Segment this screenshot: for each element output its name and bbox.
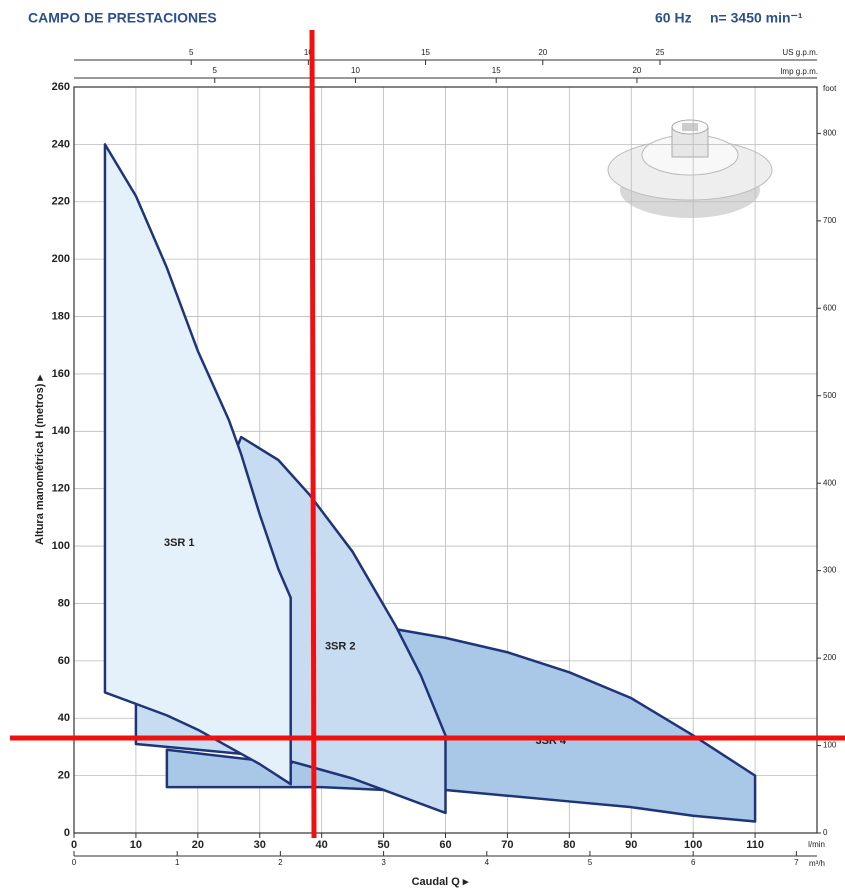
m3h-tick-label: 3 bbox=[381, 858, 386, 867]
x-tick-label: 20 bbox=[192, 839, 204, 851]
x-tick-label: 30 bbox=[254, 839, 266, 851]
x-axis-title: Caudal Q ▸ bbox=[412, 876, 469, 888]
m3h-tick-label: 5 bbox=[588, 858, 593, 867]
y2-tick-label: 800 bbox=[823, 128, 837, 137]
us-gpm-tick-label: 20 bbox=[538, 48, 547, 57]
y2-tick-label: 500 bbox=[823, 391, 837, 400]
region bbox=[103, 143, 292, 786]
x-tick-label: 80 bbox=[563, 839, 575, 851]
m3h-tick-label: 6 bbox=[691, 858, 696, 867]
y-tick-label: 260 bbox=[52, 81, 70, 93]
imp-gpm-tick-label: 15 bbox=[492, 66, 501, 75]
us-gpm-tick-label: 10 bbox=[304, 48, 313, 57]
imp-gpm-tick-label: 5 bbox=[213, 66, 218, 75]
x-tick-label: 0 bbox=[71, 839, 77, 851]
y-tick-label: 80 bbox=[58, 597, 70, 609]
series-label: 3SR 2 bbox=[325, 640, 356, 652]
us-gpm-tick-label: 5 bbox=[189, 48, 194, 57]
x-tick-label: 70 bbox=[501, 839, 513, 851]
m3h-tick-label: 7 bbox=[794, 858, 799, 867]
x-tick-label: 100 bbox=[684, 839, 702, 851]
y2-tick-label: 300 bbox=[823, 566, 837, 575]
m3h-tick-label: 1 bbox=[175, 858, 180, 867]
x-tick-label: 60 bbox=[439, 839, 451, 851]
y2-unit: foot bbox=[823, 84, 837, 93]
y-tick-label: 20 bbox=[58, 770, 70, 782]
marker-vertical bbox=[309, 29, 317, 839]
y2-tick-label: 200 bbox=[823, 653, 837, 662]
x-unit: l/min bbox=[808, 840, 825, 849]
y-axis-title: Altura manométrica H (metros) ▸ bbox=[34, 375, 46, 545]
frequency: 60 Hz bbox=[655, 10, 692, 26]
imp-gpm-tick-label: 20 bbox=[632, 66, 641, 75]
y-tick-label: 60 bbox=[58, 655, 70, 667]
y-tick-label: 240 bbox=[52, 138, 70, 150]
y-tick-label: 40 bbox=[58, 712, 70, 724]
y-tick-label: 180 bbox=[52, 310, 70, 322]
imp-unit: Imp g.p.m. bbox=[780, 67, 818, 76]
speed: n= 3450 min⁻¹ bbox=[710, 10, 803, 26]
y-tick-label: 140 bbox=[52, 425, 70, 437]
x-tick-label: 40 bbox=[316, 839, 328, 851]
m3h-tick-label: 4 bbox=[485, 858, 490, 867]
y2-tick-label: 100 bbox=[823, 741, 837, 750]
y-tick-label: 200 bbox=[52, 253, 70, 265]
impeller-icon bbox=[607, 119, 773, 218]
y2-tick-label: 400 bbox=[823, 478, 837, 487]
y-tick-label: 100 bbox=[52, 540, 70, 552]
x-tick-label: 110 bbox=[746, 839, 764, 851]
imp-gpm-tick-label: 10 bbox=[351, 66, 360, 75]
us-gpm-tick-label: 15 bbox=[421, 48, 430, 57]
y-tick-label: 160 bbox=[52, 368, 70, 380]
x-tick-label: 10 bbox=[130, 839, 142, 851]
y-tick-label: 0 bbox=[64, 827, 70, 839]
x-tick-label: 90 bbox=[625, 839, 637, 851]
us-unit: US g.p.m. bbox=[782, 48, 818, 57]
y-tick-label: 220 bbox=[52, 196, 70, 208]
x2-unit: m³/h bbox=[809, 859, 825, 868]
y2-tick-label: 0 bbox=[823, 828, 828, 837]
us-gpm-tick-label: 25 bbox=[656, 48, 665, 57]
y2-tick-label: 700 bbox=[823, 216, 837, 225]
series-label: 3SR 1 bbox=[164, 537, 195, 549]
y2-tick-label: 600 bbox=[823, 303, 837, 312]
x-tick-label: 50 bbox=[377, 839, 389, 851]
chart-title: CAMPO DE PRESTACIONES bbox=[28, 10, 217, 26]
y-tick-label: 120 bbox=[52, 483, 70, 495]
m3h-tick-label: 2 bbox=[278, 858, 283, 867]
m3h-tick-label: 0 bbox=[72, 858, 77, 867]
